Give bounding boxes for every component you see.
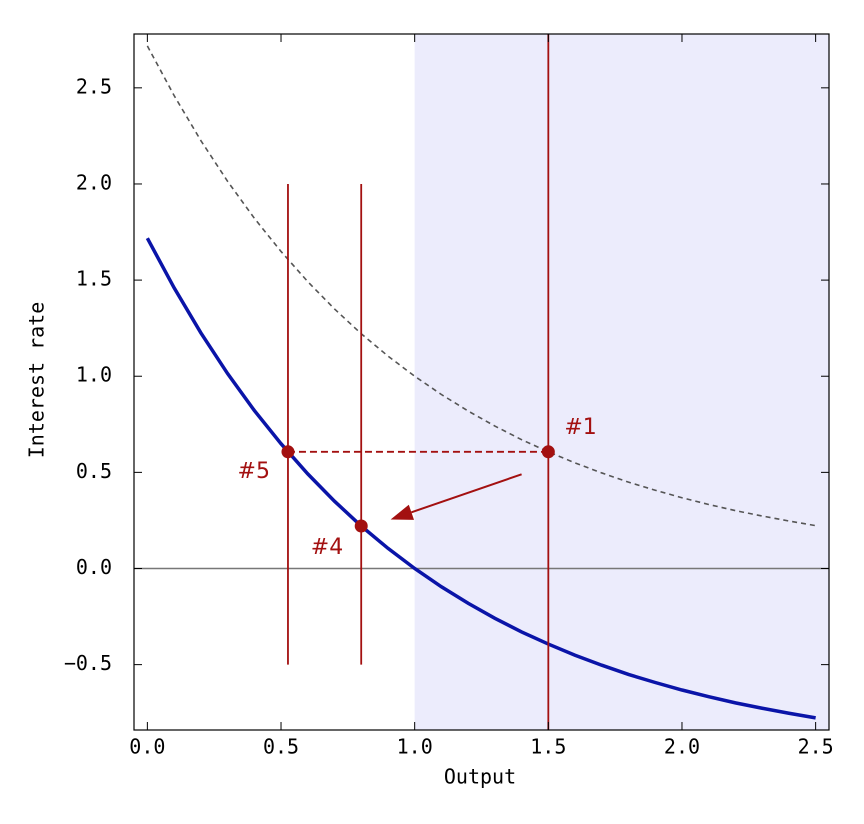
y-tick-label: 1.0	[76, 363, 112, 387]
x-tick-label: 0.5	[263, 735, 299, 759]
y-tick-label: 1.5	[76, 267, 112, 291]
point-label: #1	[564, 415, 596, 440]
y-tick-label: −0.5	[64, 651, 112, 675]
x-tick-label: 1.5	[530, 735, 566, 759]
arrow-head	[390, 504, 415, 520]
x-axis-label: Output	[444, 765, 516, 789]
x-tick-label: 2.0	[664, 735, 700, 759]
point-label: #4	[311, 535, 343, 560]
shaded-region	[414, 34, 829, 730]
point	[354, 519, 368, 533]
curve	[145, 237, 816, 720]
point	[281, 445, 295, 459]
arrow-shaft	[411, 473, 522, 514]
x-tick-label: 0.0	[129, 735, 165, 759]
x-tick-label: 2.5	[798, 735, 834, 759]
y-axis-label: Interest rate	[25, 302, 49, 459]
point	[541, 445, 555, 459]
y-tick-label: 0.5	[76, 459, 112, 483]
y-tick-label: 0.0	[76, 555, 112, 579]
curve	[146, 45, 816, 527]
point-label: #5	[238, 459, 270, 484]
y-tick-label: 2.0	[76, 170, 112, 194]
y-tick-label: 2.5	[76, 74, 112, 98]
x-tick-label: 1.0	[397, 735, 433, 759]
frame	[133, 33, 830, 731]
